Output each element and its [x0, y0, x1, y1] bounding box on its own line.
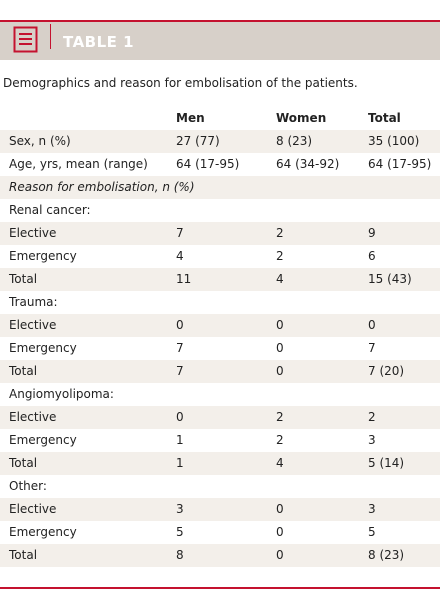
row-label: Other: [9, 479, 47, 493]
cell-value: 2 [276, 249, 284, 263]
row-label: Emergency [9, 525, 77, 539]
cell-value: 7 [176, 341, 184, 355]
row-label: Total [9, 456, 38, 470]
table-row: Renal cancer: [0, 199, 440, 222]
cell-value: 4 [276, 456, 284, 470]
cell-value: 64 (17-95) [176, 157, 240, 171]
row-label: Elective [9, 226, 57, 240]
cell-value: 0 [276, 318, 284, 332]
table-row: Reason for embolisation, n (%) [0, 176, 440, 199]
caption: Demographics and reason for embolisation… [3, 76, 358, 90]
cell-value: 3 [368, 502, 376, 516]
table-title: TABLE 1 [63, 33, 135, 51]
row-label: Total [9, 272, 38, 286]
header-band [0, 22, 440, 60]
table-row: Other: [0, 475, 440, 498]
cell-value: 0 [368, 318, 376, 332]
column-header: Total [368, 111, 401, 125]
cell-value: 5 [368, 525, 376, 539]
cell-value: 3 [368, 433, 376, 447]
column-header: Women [276, 111, 327, 125]
cell-value: 6 [368, 249, 376, 263]
table-row: Elective 0 0 0 [0, 314, 440, 337]
table-icon [13, 26, 38, 53]
header-row: Men Women Total [0, 107, 440, 130]
top-rule [0, 20, 440, 22]
cell-value: 2 [368, 410, 376, 424]
cell-value: 4 [276, 272, 284, 286]
row-label: Reason for embolisation, n (%) [9, 180, 195, 194]
cell-value: 1 [176, 456, 184, 470]
cell-value: 8 (23) [368, 548, 405, 562]
cell-value: 5 [176, 525, 184, 539]
cell-value: 0 [276, 502, 284, 516]
cell-value: 64 (34-92) [276, 157, 340, 171]
cell-value: 7 (20) [368, 364, 405, 378]
cell-value: 8 (23) [276, 134, 313, 148]
table-row: Total 7 0 7 (20) [0, 360, 440, 383]
separator [50, 24, 51, 49]
table-row: Elective 0 2 2 [0, 406, 440, 429]
cell-value: 4 [176, 249, 184, 263]
cell-value: 2 [276, 433, 284, 447]
row-label: Elective [9, 410, 57, 424]
cell-value: 0 [176, 318, 184, 332]
cell-value: 0 [276, 341, 284, 355]
table-row: Emergency 7 0 7 [0, 337, 440, 360]
table-row: Sex, n (%) 27 (77) 8 (23) 35 (100) [0, 130, 440, 153]
cell-value: 3 [176, 502, 184, 516]
cell-value: 7 [176, 364, 184, 378]
cell-value: 2 [276, 410, 284, 424]
table-row: Emergency 5 0 5 [0, 521, 440, 544]
table-row: Total 1 4 5 (14) [0, 452, 440, 475]
table-row: Emergency 4 2 6 [0, 245, 440, 268]
row-label: Elective [9, 318, 57, 332]
cell-value: 7 [176, 226, 184, 240]
cell-value: 0 [276, 548, 284, 562]
cell-value: 2 [276, 226, 284, 240]
table-row: Elective 7 2 9 [0, 222, 440, 245]
cell-value: 64 (17-95) [368, 157, 432, 171]
row-label: Elective [9, 502, 57, 516]
cell-value: 1 [176, 433, 184, 447]
row-label: Angiomyolipoma: [9, 387, 114, 401]
cell-value: 0 [276, 525, 284, 539]
row-label: Age, yrs, mean (range) [9, 157, 148, 171]
cell-value: 0 [276, 364, 284, 378]
cell-value: 8 [176, 548, 184, 562]
row-label: Total [9, 364, 38, 378]
table-row: Trauma: [0, 291, 440, 314]
table-row: Total 11 4 15 (43) [0, 268, 440, 291]
column-header: Men [176, 111, 205, 125]
bottom-rule [0, 587, 440, 589]
cell-value: 27 (77) [176, 134, 220, 148]
row-label: Emergency [9, 249, 77, 263]
table-row: Angiomyolipoma: [0, 383, 440, 406]
cell-value: 7 [368, 341, 376, 355]
row-label: Total [9, 548, 38, 562]
table-row: Total 8 0 8 (23) [0, 544, 440, 567]
row-label: Emergency [9, 433, 77, 447]
cell-value: 5 (14) [368, 456, 405, 470]
row-label: Trauma: [9, 295, 58, 309]
table-row: Emergency 1 2 3 [0, 429, 440, 452]
row-label: Sex, n (%) [9, 134, 71, 148]
table-row: Age, yrs, mean (range) 64 (17-95) 64 (34-9… [0, 153, 440, 176]
cell-value: 15 (43) [368, 272, 412, 286]
row-label: Emergency [9, 341, 77, 355]
table-row: Elective 3 0 3 [0, 498, 440, 521]
row-label: Renal cancer: [9, 203, 91, 217]
cell-value: 9 [368, 226, 376, 240]
cell-value: 11 [176, 272, 192, 286]
cell-value: 35 (100) [368, 134, 420, 148]
cell-value: 0 [176, 410, 184, 424]
